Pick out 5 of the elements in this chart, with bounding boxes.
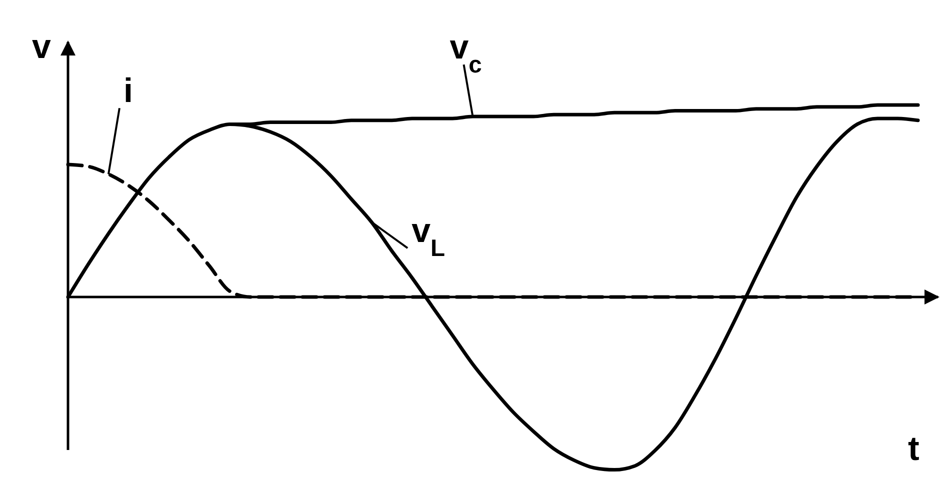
series-label: v$_{c}$	[450, 28, 482, 78]
y-axis-title: v	[32, 28, 51, 66]
legend-label: v$_{L}$	[412, 212, 446, 262]
x-axis-title: t	[908, 430, 920, 468]
series-label: i	[123, 72, 133, 110]
